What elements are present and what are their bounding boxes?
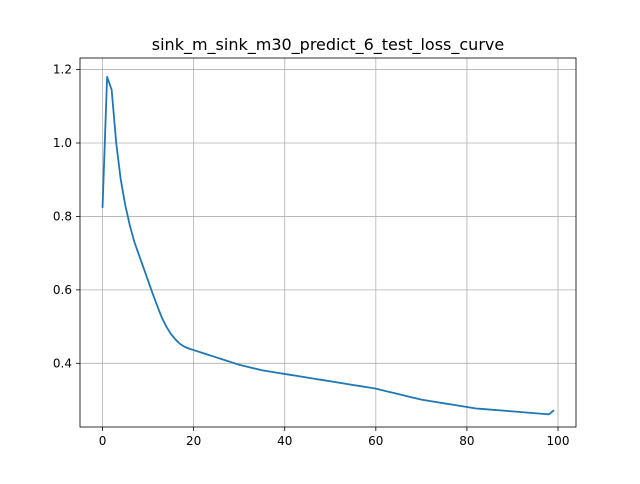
x-tick-label: 80 [459, 434, 474, 448]
y-tick-label: 1.0 [53, 136, 72, 150]
y-tick-label: 0.8 [53, 209, 72, 223]
y-tick-label: 0.6 [53, 283, 72, 297]
x-tick-label: 0 [99, 434, 107, 448]
series-line [101, 76, 555, 416]
data-series [101, 76, 555, 416]
plot-frame [79, 57, 577, 428]
axis-ticks: 0 20 40 60 80 100 0.4 0.6 0.8 1.0 1.2 [53, 63, 570, 448]
y-tick-label: 1.2 [53, 63, 72, 77]
x-tick-label: 60 [368, 434, 383, 448]
x-tick-label: 20 [186, 434, 201, 448]
chart-title: sink_m_sink_m30_predict_6_test_loss_curv… [152, 35, 504, 55]
x-tick-label: 40 [277, 434, 292, 448]
x-tick-label: 100 [547, 434, 570, 448]
grid-lines [80, 58, 576, 427]
axes-frame [79, 57, 577, 428]
y-tick-label: 0.4 [53, 356, 72, 370]
